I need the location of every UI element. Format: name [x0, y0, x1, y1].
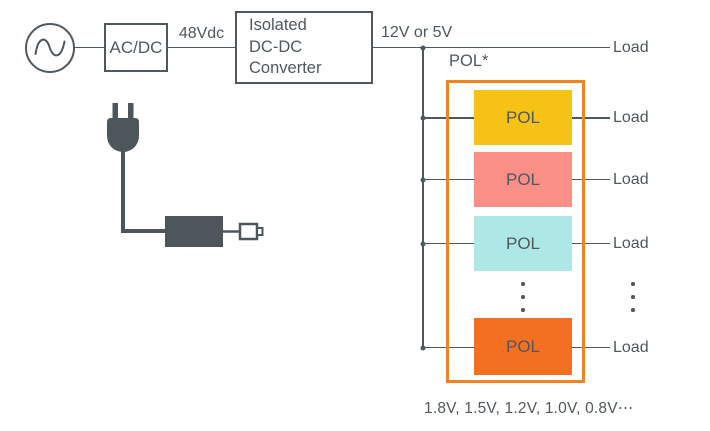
wire-pol-4-to-load: [572, 346, 610, 349]
acdc-converter-box: AC/DC: [104, 23, 168, 72]
pol-box-1: POL: [474, 90, 572, 145]
acdc-label: AC/DC: [109, 37, 163, 57]
voltage-label-bus: 12V or 5V: [381, 24, 453, 41]
junction-node: [420, 45, 426, 50]
junction-node: [420, 177, 426, 182]
pol-group-label: POL*: [449, 52, 489, 70]
junction-node: [420, 115, 426, 121]
wire-bus-vertical: [422, 47, 424, 348]
pol-group-box: [446, 80, 585, 383]
wire-bus-to-load: [373, 46, 610, 49]
pol-output-voltages-note: 1.8V, 1.5V, 1.2V, 1.0V, 0.8V⋯: [424, 400, 634, 417]
load-label-2: Load: [613, 109, 649, 126]
pol-label: POL: [505, 169, 541, 189]
voltage-label-48vdc: 48Vdc: [178, 25, 225, 42]
dcdc-label-line2: DC-DC Converter: [249, 37, 322, 78]
pol-box-4: POL: [474, 318, 572, 375]
junction-node: [420, 345, 426, 350]
load-label-4: Load: [613, 234, 649, 252]
ellipsis-more-pols: [521, 282, 525, 312]
pol-label: POL: [505, 336, 541, 356]
power-plug-adapter-icon: [107, 103, 264, 247]
wire-acdc-to-dcdc: [168, 46, 235, 49]
isolated-dcdc-converter-box: Isolated DC-DC Converter: [235, 11, 373, 84]
ac-source-icon: [25, 23, 75, 73]
pol-label: POL: [505, 107, 541, 127]
wire-pol-3-to-load: [572, 242, 610, 245]
ellipsis-more-loads: [631, 282, 635, 312]
load-label-5: Load: [613, 338, 649, 356]
pol-box-3: POL: [474, 216, 572, 271]
wire-pol-2-to-load: [572, 178, 610, 181]
junction-node: [420, 241, 426, 246]
wire-pol-1-to-load: [572, 117, 610, 119]
wire-source-to-acdc: [75, 46, 104, 49]
sine-wave-icon: [34, 38, 66, 57]
load-label-3: Load: [613, 170, 649, 188]
load-label-1: Load: [613, 38, 649, 56]
pol-box-2: POL: [474, 152, 572, 207]
dcdc-label-line1: Isolated: [249, 16, 307, 35]
pol-label: POL: [505, 233, 541, 253]
